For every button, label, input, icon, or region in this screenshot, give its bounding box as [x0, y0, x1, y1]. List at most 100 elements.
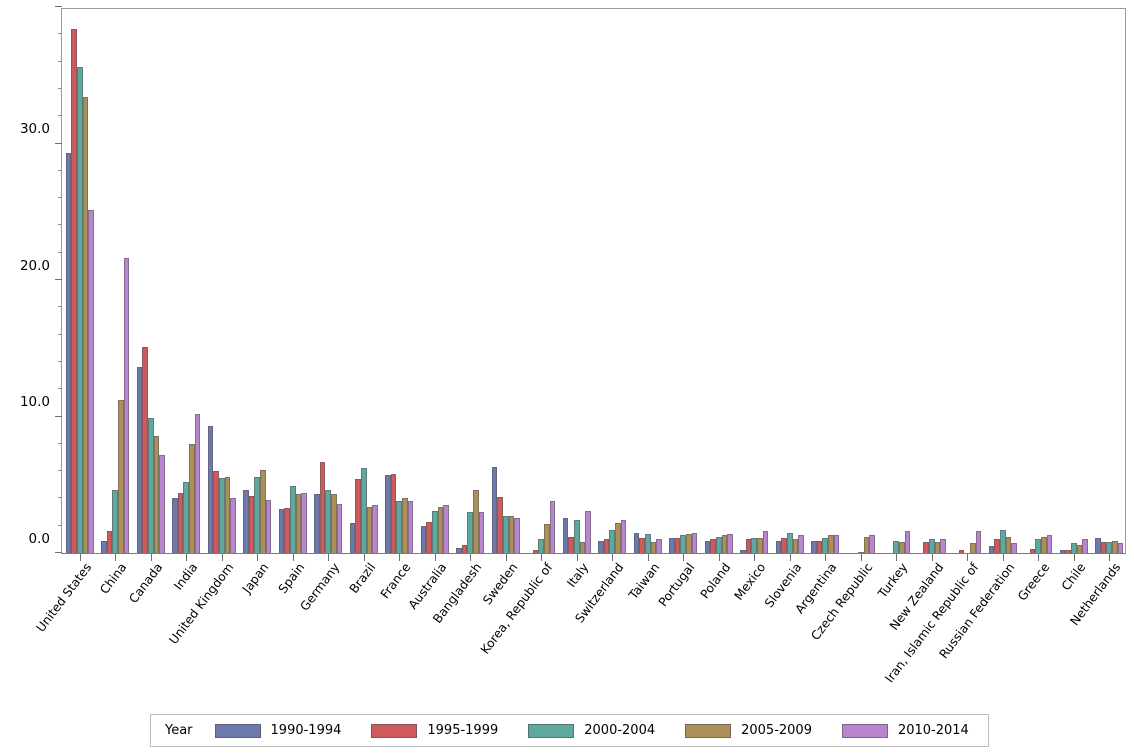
bar — [76, 67, 83, 553]
bar — [863, 536, 870, 553]
x-axis-tick — [79, 554, 81, 561]
x-axis-tick — [115, 554, 117, 561]
bar — [1095, 538, 1101, 553]
bar — [118, 400, 124, 553]
x-axis-tick — [434, 554, 436, 561]
y-axis-tick-major — [55, 279, 62, 280]
bar — [975, 531, 982, 553]
x-axis-tick — [967, 554, 969, 561]
bar — [514, 517, 520, 553]
bar — [349, 522, 356, 553]
legend-color-swatch — [841, 723, 888, 738]
bar — [402, 498, 408, 553]
x-axis-label: Spain — [275, 560, 308, 597]
x-axis-tick — [328, 554, 330, 561]
bar — [899, 542, 905, 553]
bar — [65, 153, 72, 553]
bar — [544, 524, 550, 553]
y-axis-tick-minor — [58, 306, 62, 308]
bar — [366, 506, 373, 553]
y-axis-tick-minor — [58, 87, 62, 89]
legend-label: 1995-1999 — [427, 723, 499, 738]
bar — [254, 476, 261, 553]
bar — [325, 490, 332, 553]
y-axis-tick-minor — [58, 169, 62, 171]
bar — [1029, 548, 1036, 553]
bar — [568, 536, 574, 553]
y-axis-tick-minor — [58, 442, 62, 444]
bar — [213, 471, 219, 553]
legend-item[interactable]: 2005-2009 — [685, 723, 812, 738]
bar — [336, 503, 343, 553]
bar — [1100, 542, 1107, 553]
y-axis-tick-minor — [58, 197, 62, 199]
bar — [218, 477, 225, 553]
bar — [396, 501, 403, 553]
bar — [792, 539, 799, 553]
bar — [633, 532, 640, 553]
x-axis-tick — [754, 554, 756, 561]
x-axis-tick — [931, 554, 933, 561]
y-axis-tick-minor — [58, 524, 62, 526]
bar — [674, 538, 681, 553]
bar — [751, 538, 758, 553]
x-axis-label: France — [378, 560, 414, 602]
legend-label: 2010-2014 — [897, 723, 969, 738]
x-axis-tick — [257, 554, 259, 561]
bar — [248, 495, 255, 553]
bar — [715, 536, 722, 553]
x-axis-tick — [221, 554, 223, 561]
bar — [431, 510, 438, 553]
bar — [497, 497, 503, 553]
bar — [82, 97, 89, 553]
x-axis-label: Japan — [239, 560, 272, 596]
bar — [686, 533, 692, 553]
bar — [372, 505, 378, 553]
bar — [71, 28, 77, 553]
y-axis-tick-minor — [58, 333, 62, 335]
bar — [88, 210, 94, 553]
y-axis-tick-minor — [58, 251, 62, 253]
bar — [1082, 539, 1088, 553]
bar — [301, 492, 307, 553]
bar — [319, 461, 326, 553]
x-axis-tick — [825, 554, 827, 561]
bar — [639, 538, 645, 553]
x-axis-tick — [718, 554, 720, 561]
y-axis-tick-minor — [58, 115, 62, 117]
bar — [650, 542, 657, 553]
x-axis-label: Taiwan — [626, 560, 663, 602]
bar — [295, 494, 302, 553]
legend-color-swatch — [371, 723, 418, 738]
legend-item[interactable]: 2000-2004 — [528, 723, 655, 738]
bar — [172, 498, 178, 553]
legend-item[interactable]: 2010-2014 — [841, 723, 969, 738]
y-axis-tick-minor — [58, 497, 62, 499]
bar — [727, 533, 733, 553]
bar — [615, 522, 621, 553]
bar — [994, 539, 1000, 553]
y-axis-tick-minor — [58, 470, 62, 472]
bar — [598, 540, 604, 553]
bar — [988, 546, 995, 553]
bar — [136, 367, 143, 553]
bar — [106, 531, 113, 553]
bar — [609, 529, 616, 553]
x-axis-tick — [186, 554, 188, 561]
bar — [811, 540, 817, 553]
plot-area: 0.010.020.030.040.0 — [20, 6, 1126, 561]
legend-item[interactable]: 1995-1999 — [371, 723, 498, 738]
x-axis-label: Turkey — [875, 560, 911, 601]
bar — [112, 490, 119, 553]
bar — [443, 505, 449, 553]
x-axis-tick — [612, 554, 614, 561]
bar — [437, 506, 444, 553]
bar — [159, 454, 165, 553]
y-axis-tick-label: 0.0 — [28, 530, 50, 547]
x-axis-tick — [1002, 554, 1004, 561]
bar — [1065, 550, 1071, 553]
bar — [669, 538, 675, 553]
bar — [467, 512, 474, 553]
legend-item[interactable]: 1990-1994 — [214, 723, 341, 738]
